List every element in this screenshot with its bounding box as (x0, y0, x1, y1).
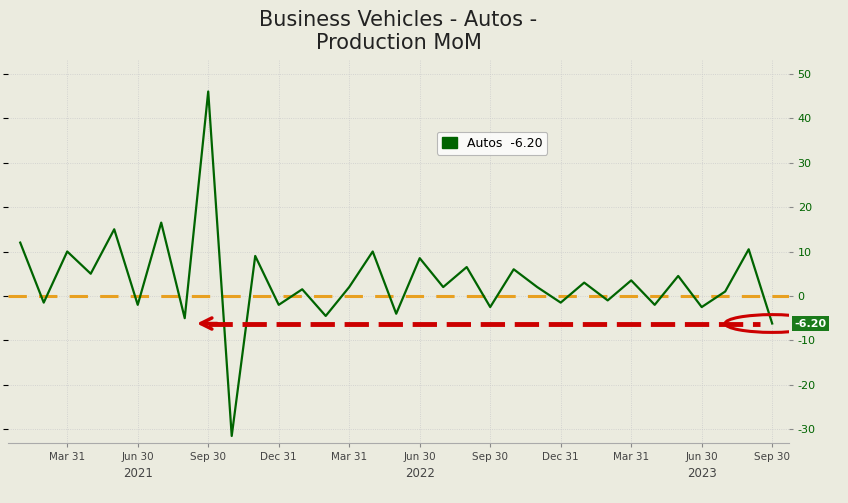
Title: Business Vehicles - Autos -
Production MoM: Business Vehicles - Autos - Production M… (259, 10, 538, 53)
Legend: Autos  -6.20: Autos -6.20 (437, 132, 548, 154)
Text: -6.20: -6.20 (795, 318, 827, 328)
Text: 2022: 2022 (404, 467, 435, 480)
Text: 2021: 2021 (123, 467, 153, 480)
Text: 2023: 2023 (687, 467, 717, 480)
